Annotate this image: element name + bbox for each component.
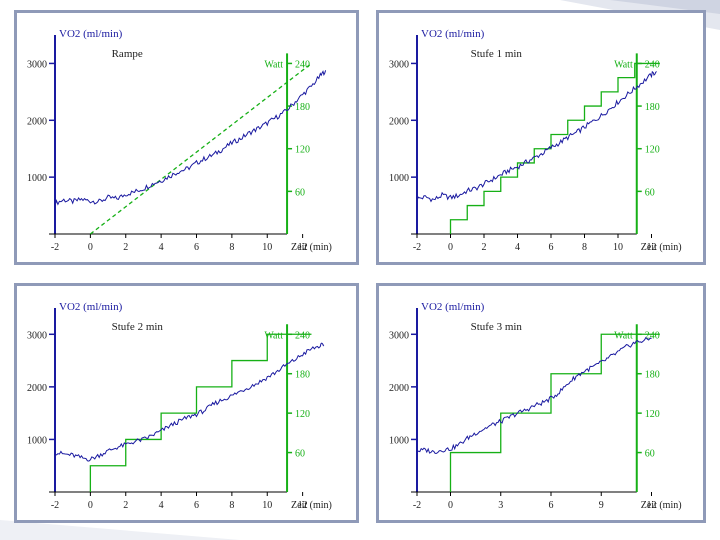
- watt-tick-label: 240: [645, 59, 660, 70]
- watt-axis-label: Watt: [614, 59, 633, 70]
- vo2-tick-label: 3000: [27, 330, 47, 341]
- time-tick-label: 12: [647, 500, 657, 511]
- watt-tick-label: 180: [295, 370, 310, 381]
- watt-axis-label: Watt: [264, 330, 283, 341]
- watt-tick-label: 60: [295, 187, 305, 198]
- vo2-tick-label: 1000: [389, 435, 409, 446]
- time-axis-label: Zeit (min): [641, 500, 682, 511]
- time-tick-label: 4: [515, 242, 520, 253]
- chart-title: Rampe: [112, 48, 143, 60]
- watt-tick-label: 120: [295, 145, 310, 156]
- watt-step-line: [449, 62, 660, 234]
- vo2-tick-label: 1000: [27, 173, 47, 184]
- time-tick-label: 8: [229, 500, 234, 511]
- time-tick-label: 0: [448, 500, 453, 511]
- time-axis-label: Zeit (min): [291, 242, 332, 253]
- vo2-tick-label: 2000: [389, 116, 409, 127]
- chart-title: Stufe 1 min: [471, 48, 523, 60]
- time-tick-label: 3: [498, 500, 503, 511]
- time-tick-label: 4: [159, 500, 164, 511]
- chart-stufe-2-min: VO2 (ml/min) 1000 2000 3000 -2 0 2 4 6 8 10 12Zeit …: [27, 301, 332, 511]
- watt-ramp-line: [89, 62, 312, 235]
- time-tick-label: 4: [159, 242, 164, 253]
- vo2-tick-label: 3000: [27, 59, 47, 70]
- watt-tick-label: 60: [295, 449, 305, 460]
- time-axis-label: Zeit (min): [291, 500, 332, 511]
- time-tick-label: 10: [262, 242, 272, 253]
- time-tick-label: 10: [262, 500, 272, 511]
- vo2-tick-label: 2000: [389, 383, 409, 394]
- time-tick-label: 10: [613, 242, 623, 253]
- time-axis-label: Zeit (min): [641, 242, 682, 253]
- time-tick-label: 8: [229, 242, 234, 253]
- vo2-axis-label: VO2 (ml/min): [421, 28, 485, 40]
- watt-tick-label: 240: [295, 59, 310, 70]
- watt-tick-label: 240: [295, 330, 310, 341]
- watt-tick-label: 120: [295, 409, 310, 420]
- vo2-series-line: [416, 70, 657, 203]
- watt-tick-label: 180: [645, 370, 660, 381]
- watt-tick-label: 60: [645, 187, 655, 198]
- time-tick-label: 2: [123, 242, 128, 253]
- watt-tick-label: 120: [645, 145, 660, 156]
- time-tick-label: 12: [647, 242, 657, 253]
- vo2-tick-label: 1000: [389, 173, 409, 184]
- watt-tick-label: 180: [645, 102, 660, 113]
- chart-panel-stufe-1: VO2 (ml/min) 1000 2000 3000 -2 0 2 4 6 8 10 12 Zeit …: [376, 10, 706, 265]
- vo2-series-line: [54, 70, 327, 207]
- time-tick-label: 0: [88, 242, 93, 253]
- time-tick-label: -2: [51, 242, 59, 253]
- chart-stufe-1-min: VO2 (ml/min) 1000 2000 3000 -2 0 2 4 6 8 10 12Zeit …: [389, 28, 682, 253]
- time-tick-label: -2: [51, 500, 59, 511]
- time-tick-label: 2: [123, 500, 128, 511]
- time-tick-label: 2: [482, 242, 487, 253]
- chart-panel-rampe: VO2 (ml/min) 1000 2000 3000 -2 0 2 4 6 8 10 12 Zeit …: [14, 10, 359, 265]
- chart-rampe: VO2 (ml/min) 1000 2000 3000 -2 0 2 4 6 8 10 12Zeit …: [27, 28, 332, 253]
- watt-axis-label: Watt: [264, 59, 283, 70]
- time-tick-label: 0: [448, 242, 453, 253]
- watt-tick-label: 180: [295, 102, 310, 113]
- time-tick-label: -2: [413, 500, 421, 511]
- time-tick-label: 12: [298, 500, 308, 511]
- time-tick-label: 9: [599, 500, 604, 511]
- watt-tick-label: 120: [645, 409, 660, 420]
- time-tick-label: 6: [194, 500, 199, 511]
- vo2-tick-label: 3000: [389, 330, 409, 341]
- time-tick-label: 12: [298, 242, 308, 253]
- vo2-tick-label: 1000: [27, 435, 47, 446]
- time-tick-label: 6: [549, 242, 554, 253]
- vo2-series-line: [54, 342, 325, 462]
- time-tick-label: 6: [549, 500, 554, 511]
- chart-panel-stufe-3: VO2 (ml/min) 1000 2000 3000 -2 0 3 6 9 12 Zeit (mi…: [376, 283, 706, 523]
- time-tick-label: 0: [88, 500, 93, 511]
- vo2-tick-label: 3000: [389, 59, 409, 70]
- chart-title: Stufe 2 min: [112, 321, 164, 333]
- vo2-tick-label: 2000: [27, 383, 47, 394]
- vo2-tick-label: 2000: [27, 116, 47, 127]
- watt-step-line: [89, 333, 312, 492]
- watt-axis-label: Watt: [614, 330, 633, 341]
- vo2-axis-label: VO2 (ml/min): [59, 301, 123, 313]
- watt-tick-label: 240: [645, 330, 660, 341]
- chart-panel-stufe-2: VO2 (ml/min) 1000 2000 3000 -2 0 2 4 6 8 10 12 Zeit …: [14, 283, 359, 523]
- watt-tick-label: 60: [645, 449, 655, 460]
- vo2-axis-label: VO2 (ml/min): [59, 28, 123, 40]
- vo2-axis-label: VO2 (ml/min): [421, 301, 485, 313]
- chart-title: Stufe 3 min: [471, 321, 523, 333]
- time-tick-label: -2: [413, 242, 421, 253]
- time-tick-label: 8: [582, 242, 587, 253]
- time-tick-label: 6: [194, 242, 199, 253]
- vo2-series-line: [416, 336, 652, 454]
- watt-step-line: [449, 333, 660, 492]
